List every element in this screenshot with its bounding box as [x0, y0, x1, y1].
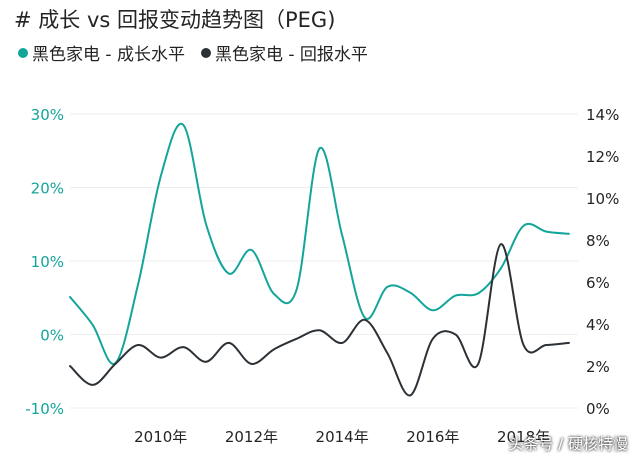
- return-series-line: [69, 243, 570, 397]
- right-axis-tick-label: 2%: [586, 358, 610, 376]
- right-axis-tick-label: 6%: [586, 274, 610, 292]
- legend: 黑色家电 - 成长水平 黑色家电 - 回报水平: [18, 40, 368, 65]
- legend-label-return: 黑色家电 - 回报水平: [214, 45, 368, 65]
- legend-label-growth: 黑色家电 - 成长水平: [32, 45, 185, 65]
- right-axis-tick-label: 8%: [586, 232, 610, 250]
- right-axis-tick-label: 14%: [586, 106, 619, 124]
- chart-title: # 成长 vs 回报变动趋势图（PEG): [14, 8, 336, 32]
- legend-marker-return: [200, 47, 211, 58]
- left-axis-tick-label: 0%: [40, 327, 64, 345]
- legend-item-growth[interactable]: 黑色家电 - 成长水平: [18, 40, 185, 65]
- right-axis-tick-label: 10%: [586, 190, 619, 208]
- x-axis-tick-label: 2010年: [134, 428, 187, 446]
- watermark: 头条号 / 硬核特慢: [508, 435, 628, 453]
- legend-item-return[interactable]: 黑色家电 - 回报水平: [200, 40, 368, 65]
- right-axis-tick-label: 0%: [586, 400, 610, 418]
- legend-marker-growth: [18, 47, 28, 58]
- x-axis-tick-label: 2014年: [316, 428, 369, 446]
- right-axis-tick-label: 12%: [586, 148, 619, 166]
- growth-series-line: [69, 122, 570, 365]
- right-axis-tick-label: 4%: [586, 316, 610, 334]
- left-axis-tick-label: -10%: [25, 400, 64, 418]
- left-axis-tick-label: 20%: [31, 180, 64, 198]
- left-axis-tick-label: 30%: [31, 106, 64, 124]
- x-axis-tick-label: 2018年: [497, 428, 550, 446]
- x-axis-tick-label: 2012年: [225, 428, 278, 446]
- left-axis-tick-label: 10%: [31, 253, 64, 271]
- x-axis-tick-label: 2016年: [406, 428, 459, 446]
